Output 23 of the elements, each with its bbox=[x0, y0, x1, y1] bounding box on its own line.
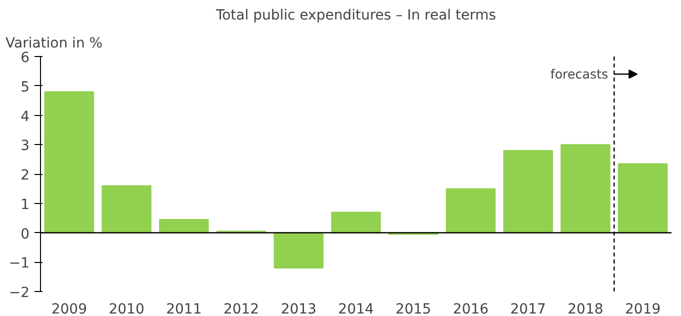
x-tick-label: 2018 bbox=[568, 302, 604, 316]
x-tick-label: 2011 bbox=[166, 302, 202, 316]
y-tick-label: 5 bbox=[20, 79, 30, 96]
x-tick-label: 2009 bbox=[51, 302, 88, 316]
x-tick-label: 2014 bbox=[338, 302, 374, 316]
x-tick-label: 2015 bbox=[396, 302, 432, 316]
x-tick-label: 2016 bbox=[452, 302, 489, 316]
ref-line-label: forecasts bbox=[550, 66, 608, 82]
y-tick-label: 0 bbox=[20, 226, 30, 242]
y-tick-label: −1 bbox=[8, 256, 30, 272]
x-tick-label: 2012 bbox=[223, 302, 260, 316]
x-tick-label: 2013 bbox=[280, 302, 316, 316]
x-tick-label: 2010 bbox=[108, 302, 144, 316]
y-tick-label: −2 bbox=[8, 285, 30, 301]
y-tick-label: 6 bbox=[20, 50, 30, 66]
y-tick-label: 2 bbox=[20, 168, 30, 184]
y-tick-label: 4 bbox=[20, 108, 30, 125]
x-tick-label: 2017 bbox=[510, 302, 546, 316]
x-tick-label: 2019 bbox=[625, 302, 661, 316]
y-tick-label: 1 bbox=[20, 196, 30, 213]
y-tick-label: 3 bbox=[20, 138, 30, 154]
y-axis-title: Variation in % bbox=[6, 36, 103, 52]
chart-title: Total public expenditures – In real terms bbox=[214, 8, 496, 24]
